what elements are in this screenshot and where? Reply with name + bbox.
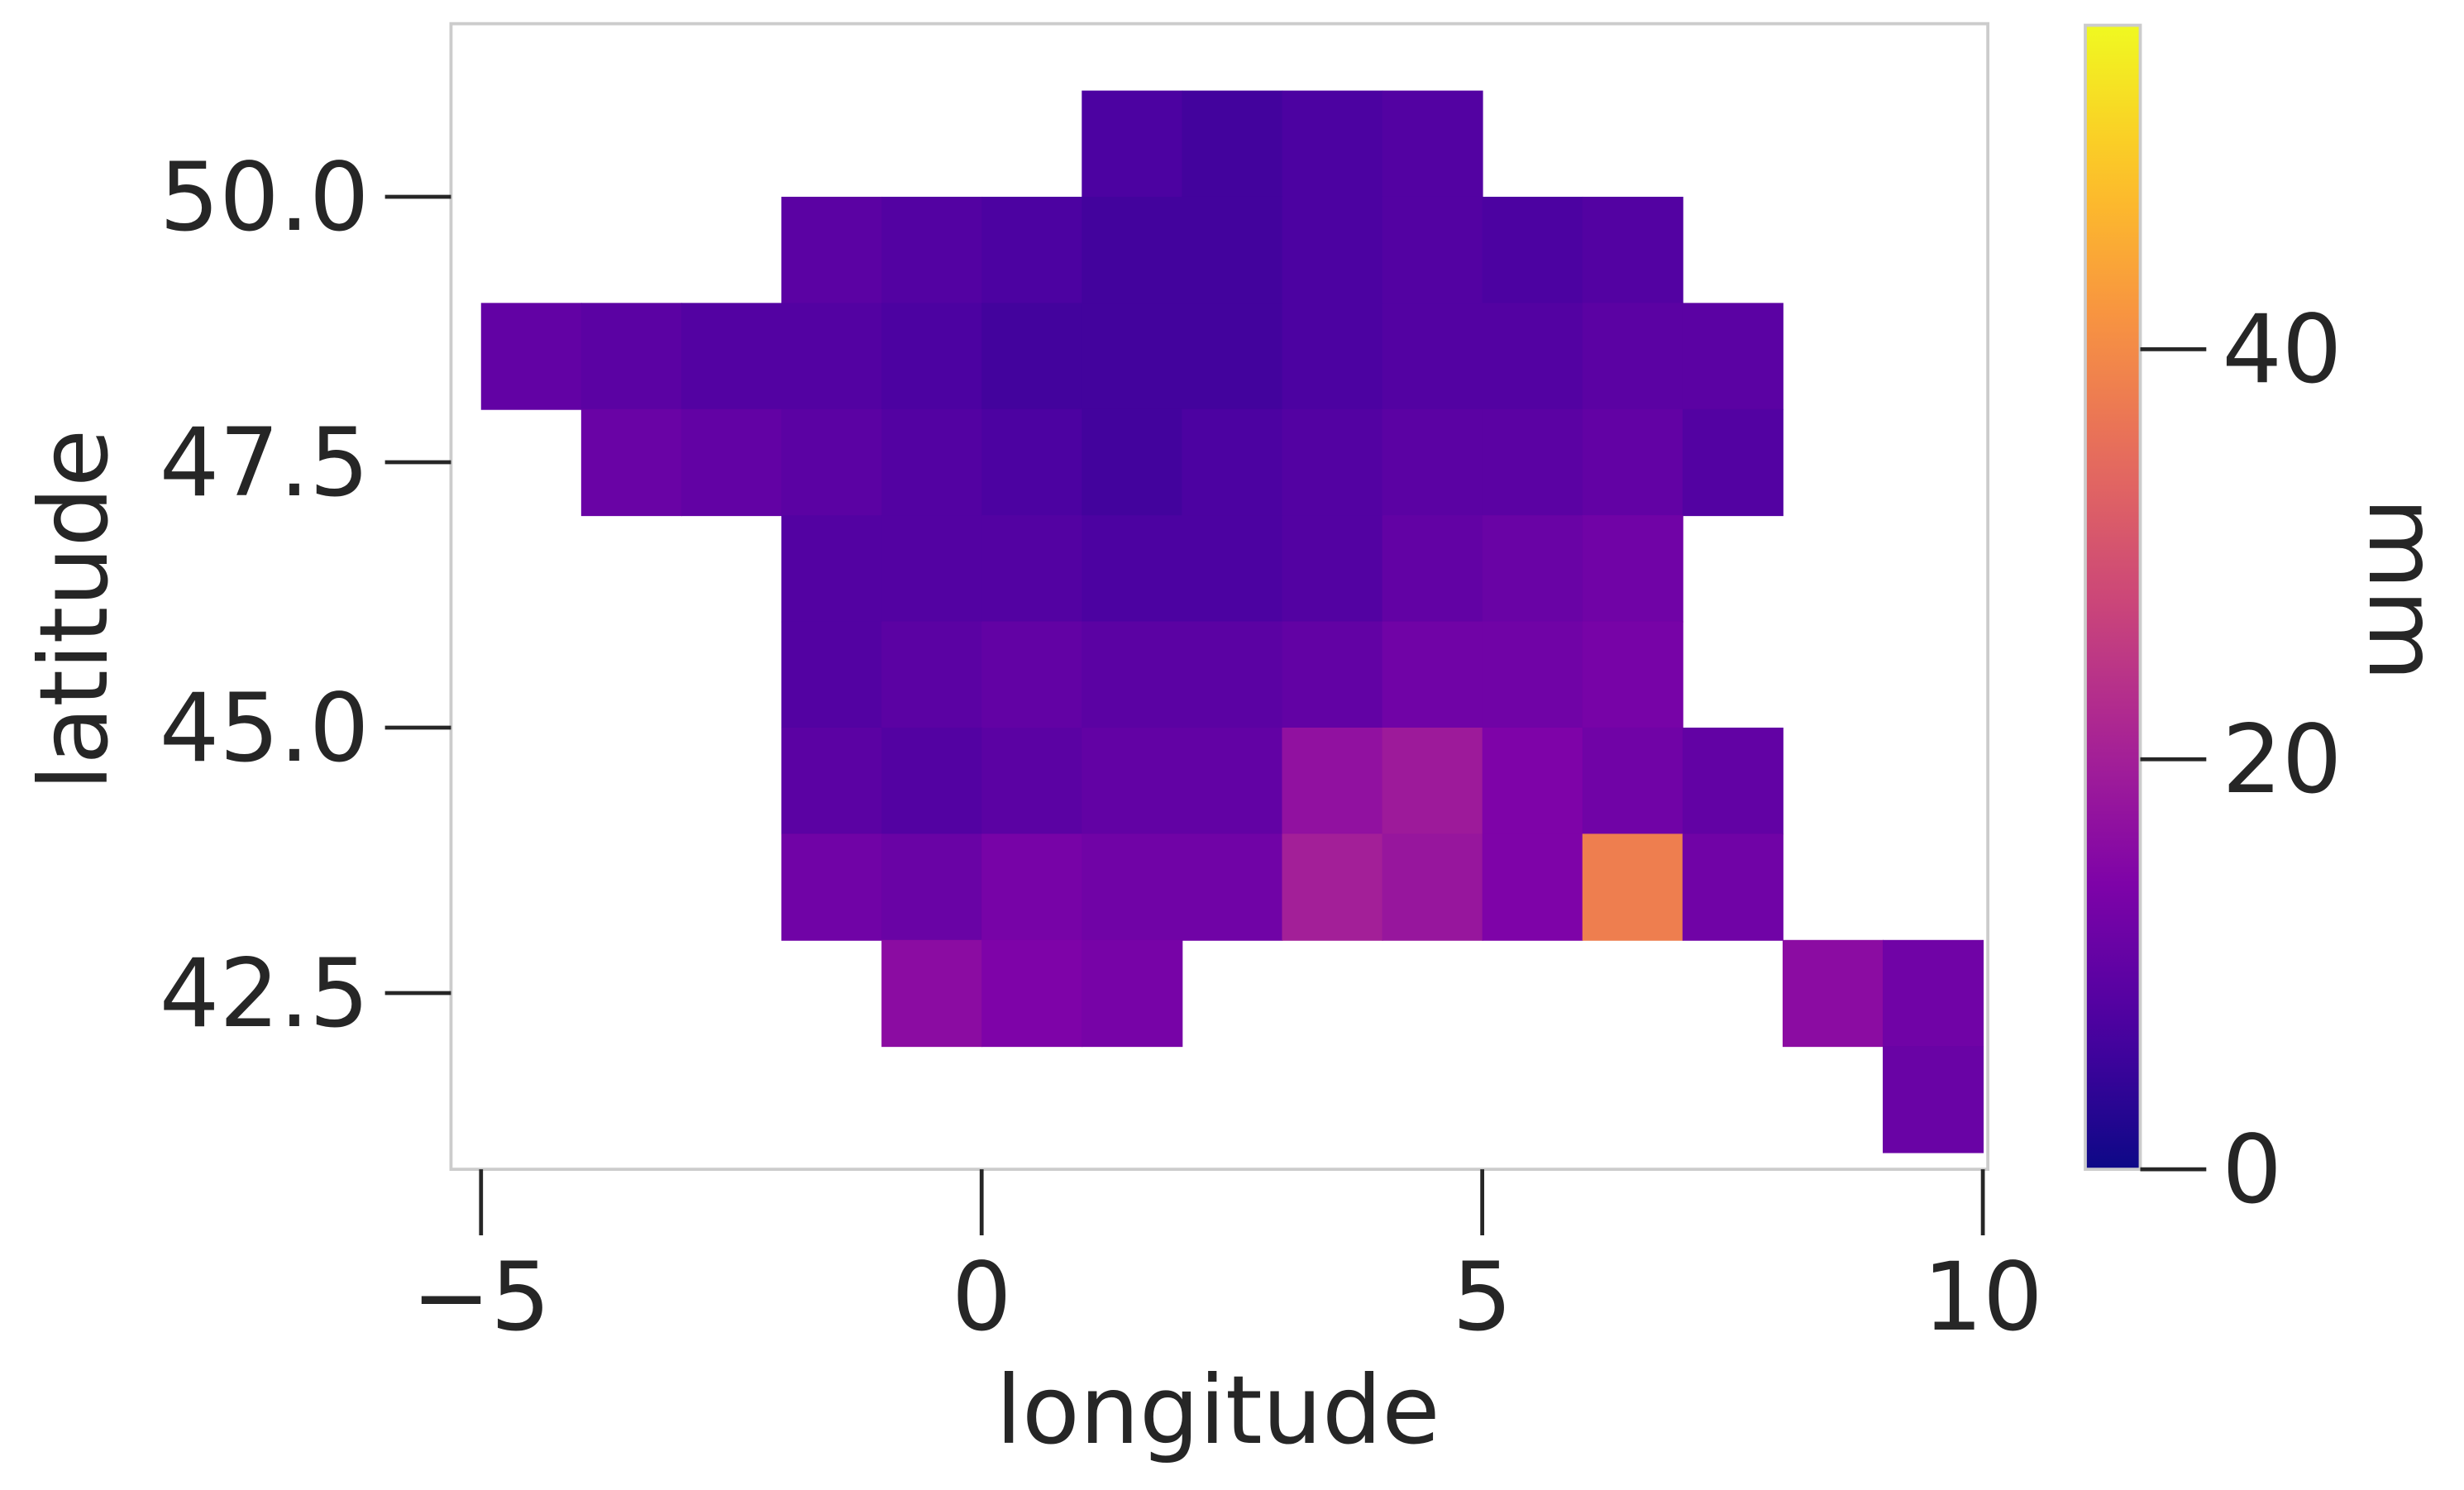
heat-cell <box>1182 303 1283 410</box>
heat-cell <box>1582 303 1683 410</box>
heat-cell <box>981 621 1083 728</box>
heat-cell <box>781 621 883 728</box>
heat-cell <box>1682 303 1784 410</box>
heat-cell <box>781 515 883 623</box>
heat-cell <box>1182 621 1283 728</box>
colorbar-label: mm <box>2347 498 2457 681</box>
heat-cell <box>1482 621 1583 728</box>
heat-cell <box>1182 408 1283 517</box>
heat-cell <box>1282 303 1383 410</box>
heat-cell <box>1282 90 1383 198</box>
heat-cell <box>1382 833 1483 941</box>
heat-cell <box>1282 621 1383 728</box>
heat-cell <box>1482 408 1583 517</box>
heat-cell <box>1282 833 1383 941</box>
colorbar-tick-label: 40 <box>2222 294 2342 404</box>
heat-cell <box>1382 515 1483 623</box>
heat-cell <box>1382 621 1483 728</box>
heat-cell <box>881 408 983 517</box>
heat-cell <box>480 303 582 410</box>
x-tick-label: 5 <box>1452 1242 1512 1352</box>
heat-cell <box>781 303 883 410</box>
x-tick-label: 0 <box>952 1242 1012 1352</box>
x-tick-label: 10 <box>1923 1242 2043 1352</box>
heat-cell <box>1782 939 1884 1048</box>
heat-cell <box>1482 727 1583 835</box>
heat-cell <box>580 408 682 517</box>
heat-cell <box>881 621 983 728</box>
heat-cell <box>1883 1046 1984 1153</box>
heat-cell <box>1883 939 1984 1048</box>
heat-cell <box>1682 408 1784 517</box>
heat-cell <box>1382 408 1483 517</box>
colorbar-tick-label: 20 <box>2222 704 2342 814</box>
heat-cell <box>981 515 1083 623</box>
heat-cell <box>981 408 1083 517</box>
x-axis-label: longitude <box>996 1355 1440 1465</box>
heat-cell <box>881 727 983 835</box>
heat-cell <box>1382 90 1483 198</box>
heat-cell <box>1682 833 1784 941</box>
heat-cell <box>1482 196 1583 304</box>
heat-cell <box>1082 515 1183 623</box>
heat-cell <box>981 833 1083 941</box>
heat-cell <box>881 833 983 941</box>
heat-cell <box>1182 727 1283 835</box>
heat-cell <box>1582 408 1683 517</box>
heat-cell <box>1082 727 1183 835</box>
heat-cell <box>680 303 782 410</box>
heat-cell <box>1282 515 1383 623</box>
heat-cell <box>1382 303 1483 410</box>
y-tick-label: 45.0 <box>160 673 370 783</box>
heat-cell <box>1282 196 1383 304</box>
heat-cell <box>1282 408 1383 517</box>
heat-cell <box>1582 515 1683 623</box>
heat-cell <box>1482 303 1583 410</box>
heat-cell <box>1182 515 1283 623</box>
heat-cell <box>1082 408 1183 517</box>
heat-cell <box>881 939 983 1048</box>
heat-cell <box>1082 196 1183 304</box>
heat-cell <box>881 303 983 410</box>
y-tick-label: 50.0 <box>160 142 370 252</box>
heat-cell <box>1582 833 1683 941</box>
colorbar-tick-label: 0 <box>2222 1115 2282 1225</box>
heat-cell <box>1082 90 1183 198</box>
y-tick-label: 42.5 <box>160 938 370 1048</box>
heat-cell <box>1082 939 1183 1048</box>
heat-cell <box>1182 90 1283 198</box>
heat-cell <box>981 303 1083 410</box>
heat-cell <box>881 515 983 623</box>
heat-cell <box>1582 727 1683 835</box>
colorbar <box>2084 23 2142 1172</box>
heat-cell <box>1082 833 1183 941</box>
heat-cell <box>981 939 1083 1048</box>
heat-cell <box>781 727 883 835</box>
heat-cell <box>981 196 1083 304</box>
heat-cell <box>1182 196 1283 304</box>
heat-cell <box>1282 727 1383 835</box>
heat-cell <box>881 196 983 304</box>
y-axis-label: latitude <box>19 429 129 790</box>
heat-cell <box>781 833 883 941</box>
heat-cell <box>1182 833 1283 941</box>
heat-cell <box>1382 727 1483 835</box>
y-tick-label: 47.5 <box>160 408 370 518</box>
x-tick-label: −5 <box>412 1242 551 1352</box>
heat-cell <box>580 303 682 410</box>
heat-cell <box>1082 303 1183 410</box>
heat-cell <box>680 408 782 517</box>
heat-cell <box>1582 196 1683 304</box>
heat-cell <box>781 408 883 517</box>
heat-cell <box>1482 515 1583 623</box>
heat-cell <box>1482 833 1583 941</box>
heat-cell <box>1682 727 1784 835</box>
plot-frame <box>449 21 1990 1172</box>
heat-cell <box>1082 621 1183 728</box>
heat-cell <box>781 196 883 304</box>
heat-cell <box>1582 621 1683 728</box>
heat-cell <box>1382 196 1483 304</box>
heat-cell <box>981 727 1083 835</box>
